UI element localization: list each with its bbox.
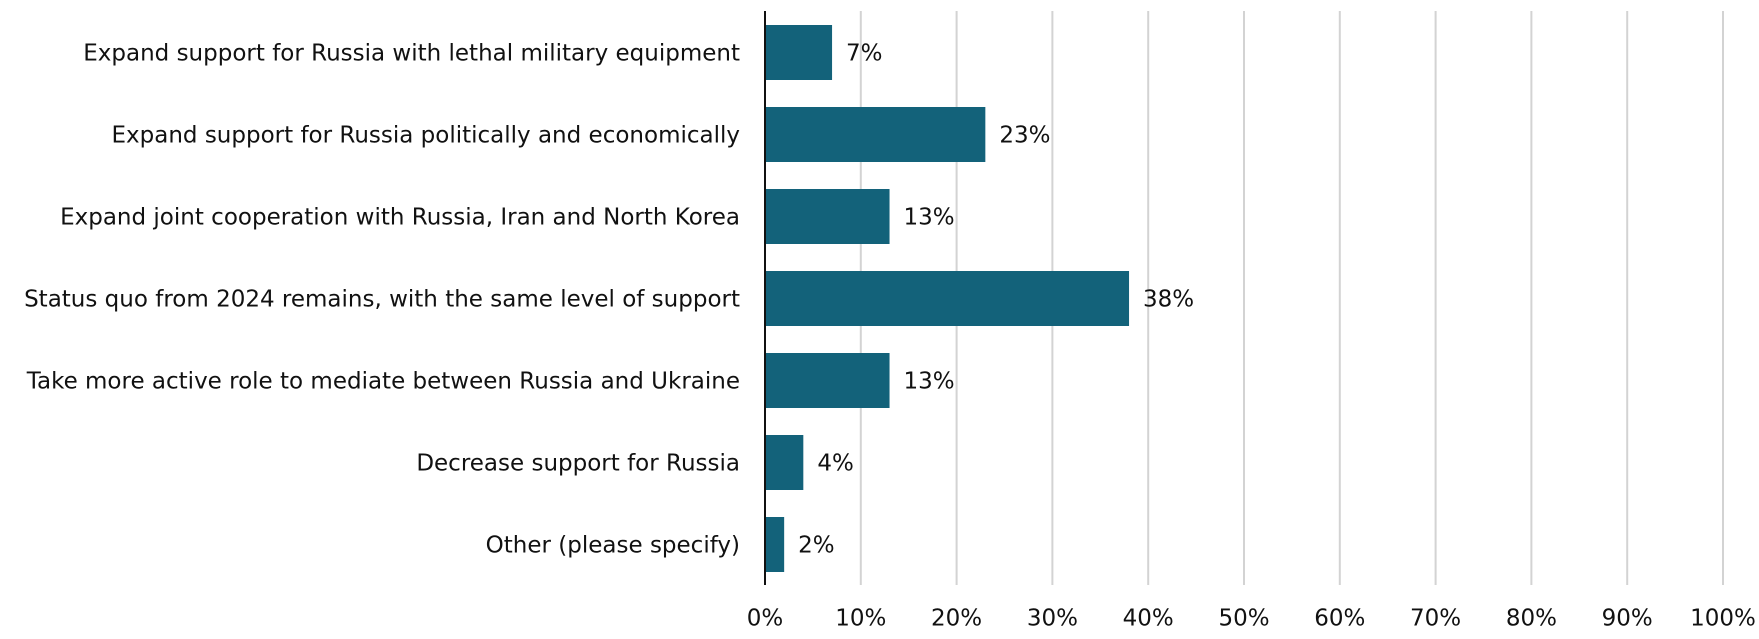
x-tick-label: 90% [1602,606,1653,632]
value-label: 2% [798,533,835,559]
value-label: 13% [904,369,955,395]
bar [765,25,833,80]
x-tick-label: 20% [931,606,982,632]
bar [765,435,804,490]
x-tick-label: 80% [1506,606,1557,632]
value-label: 7% [846,41,883,67]
y-tick-label: Expand support for Russia politically an… [112,123,741,149]
x-tick-label: 0% [747,606,784,632]
value-label: 38% [1143,287,1194,313]
y-tick-label: Status quo from 2024 remains, with the s… [24,287,740,313]
y-tick-label: Expand support for Russia with lethal mi… [83,41,740,67]
x-tick-label: 10% [835,606,886,632]
value-label: 13% [904,205,955,231]
bar [765,189,890,244]
bar [765,107,986,162]
x-tick-label: 100% [1690,606,1756,632]
x-tick-label: 70% [1410,606,1461,632]
x-tick-label: 30% [1027,606,1078,632]
bar [765,353,890,408]
y-tick-label: Expand joint cooperation with Russia, Ir… [60,205,740,231]
y-tick-label: Other (please specify) [486,533,740,559]
x-tick-label: 50% [1218,606,1269,632]
x-tick-label: 60% [1314,606,1365,632]
x-tick-label: 40% [1123,606,1174,632]
y-tick-label: Decrease support for Russia [416,451,740,477]
bar [765,517,785,572]
value-label: 4% [817,451,854,477]
value-label: 23% [999,123,1050,149]
bar [765,271,1130,326]
y-tick-label: Take more active role to mediate between… [26,369,740,395]
